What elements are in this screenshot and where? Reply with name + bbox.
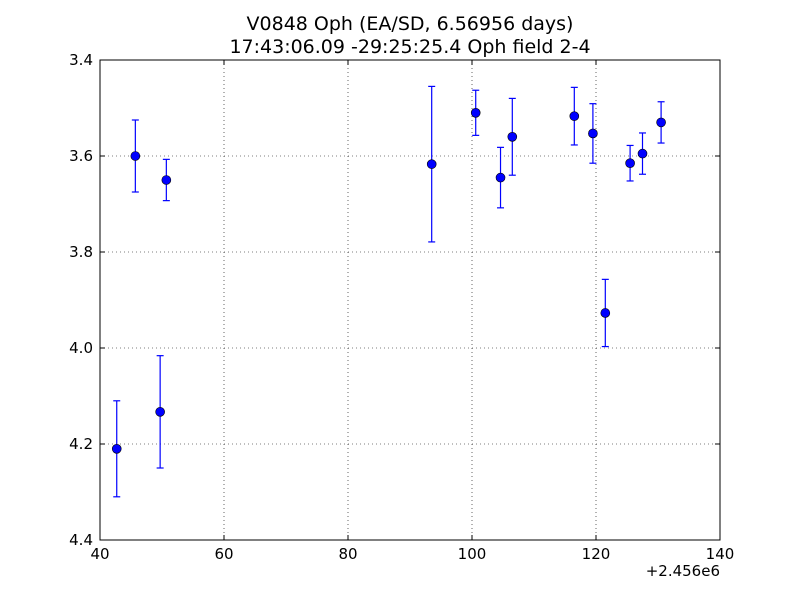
y-tick-label: 3.8: [69, 243, 93, 261]
x-tick-label: 60: [214, 545, 233, 563]
data-point: [637, 148, 648, 159]
data-point: [625, 158, 635, 168]
data-point: [588, 128, 598, 139]
x-tick-label: 40: [90, 545, 109, 563]
x-tick-label: 120: [582, 545, 611, 563]
data-point: [569, 111, 580, 121]
data-point: [161, 175, 172, 185]
data-point: [111, 443, 122, 454]
y-tick-label: 4.0: [69, 339, 93, 357]
data-point: [426, 159, 437, 169]
plot-background: [100, 60, 720, 540]
data-point: [155, 407, 165, 417]
x-tick-label: 100: [458, 545, 487, 563]
y-tick-label: 4.2: [69, 435, 93, 453]
axis-ticks: 40 60 80 100 120 140 3.4 3.6 3.8 4.0 4.2 4.4: [69, 51, 734, 563]
grid: [100, 60, 720, 540]
data-point: [600, 308, 611, 318]
chart-subtitle: 17:43:06.09 -29:25:25.4 Oph field 2-4: [229, 36, 590, 58]
data-point: [507, 132, 518, 142]
plot-frame: [99, 59, 721, 541]
chart-title: V0848 Oph (EA/SD, 6.56956 days): [247, 13, 574, 35]
data-point: [495, 172, 506, 183]
x-axis-offset-label: +2.456e6: [646, 562, 720, 580]
data-point: [656, 117, 666, 128]
y-tick-label: 3.6: [69, 147, 93, 165]
data-point: [470, 108, 481, 118]
data-point: [130, 151, 141, 161]
data-points: [111, 108, 666, 454]
x-tick-label: 80: [338, 545, 357, 563]
y-tick-label: 4.4: [69, 531, 93, 549]
y-tick-label: 3.4: [69, 51, 93, 69]
x-tick-label: 140: [706, 545, 735, 563]
